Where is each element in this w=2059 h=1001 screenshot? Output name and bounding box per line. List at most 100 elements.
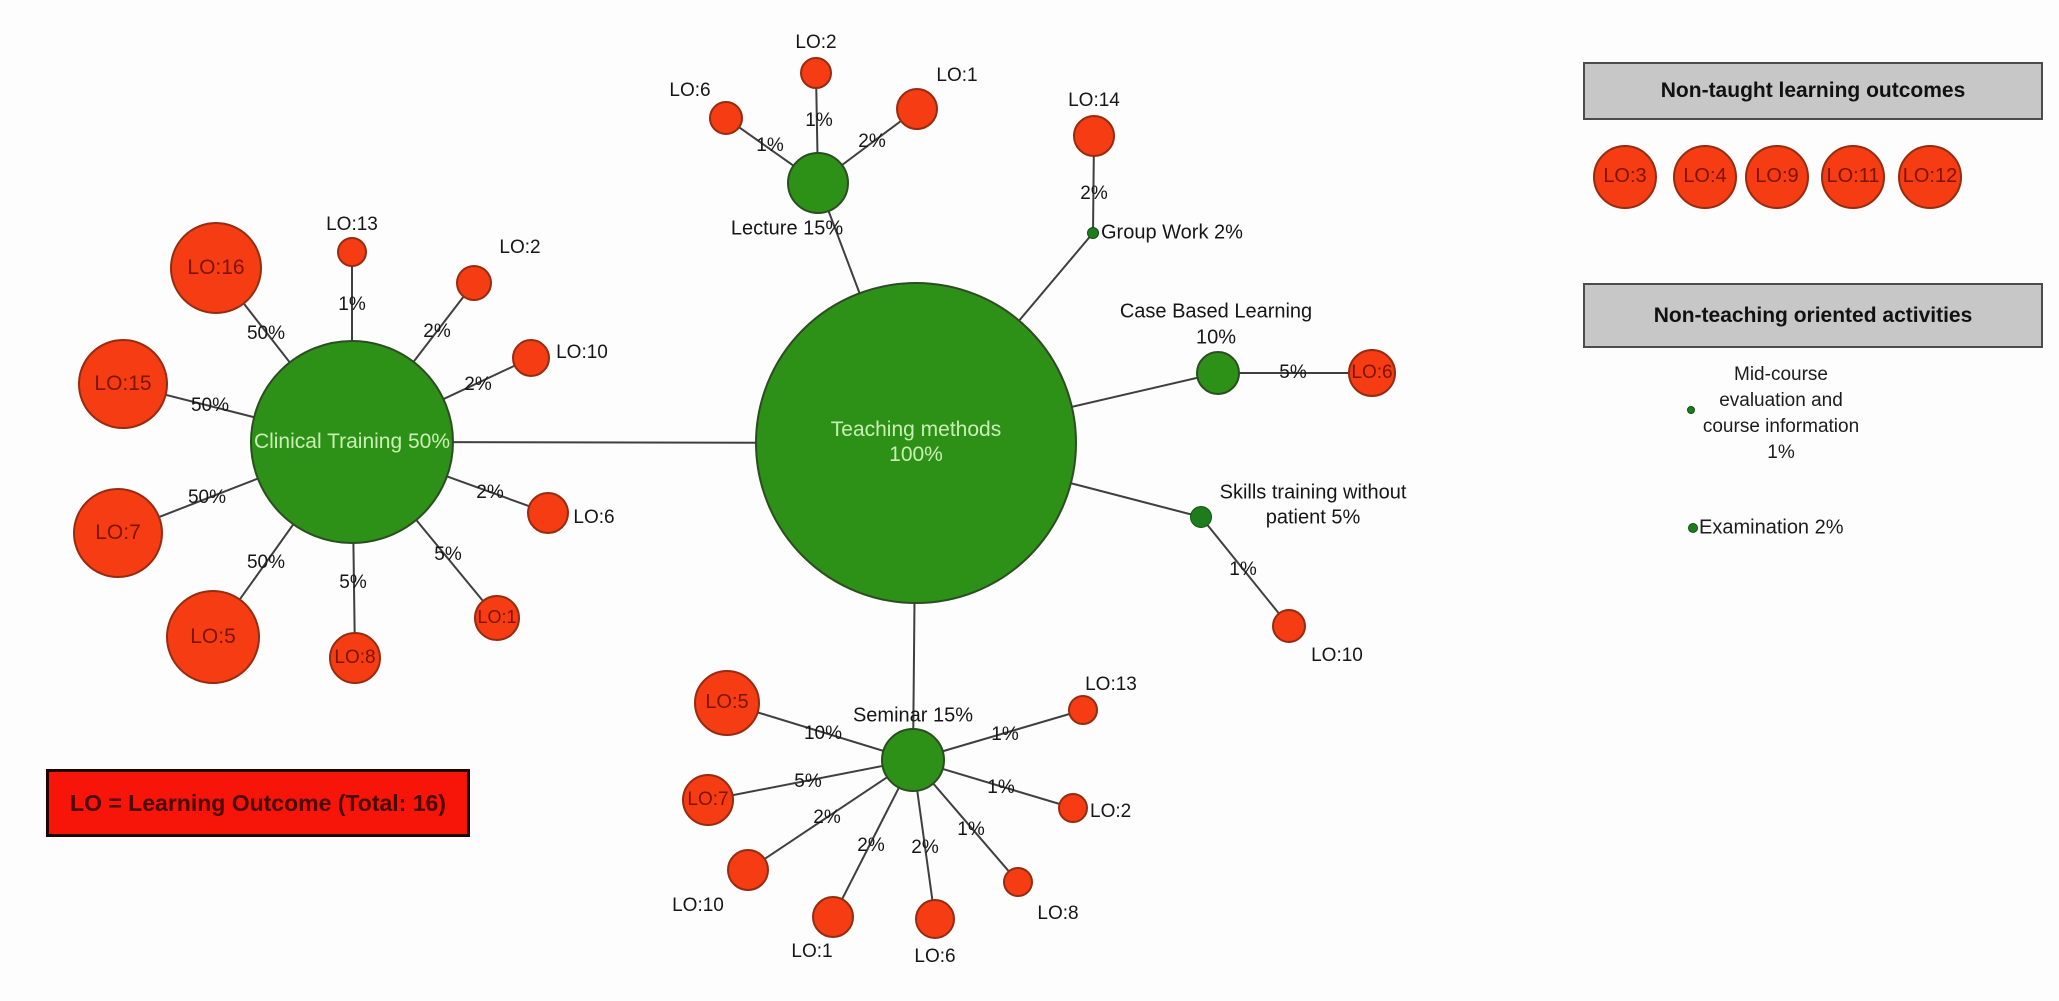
diagram-label: patient 5% [1265,506,1361,529]
edge-line [747,759,914,871]
diagram-label: 10% [1195,326,1237,349]
diagram-label: 10% [803,723,843,745]
diagram-label: Group Work 2% [1101,221,1243,244]
diagram-label: 2% [813,807,841,829]
diagram-label: LO:2 [1090,801,1132,823]
node-clinical-lo2 [456,265,492,301]
node-teaching: Teaching methods 100% [755,282,1077,604]
node-clinical-lo16-label: LO:16 [187,255,245,279]
node-clinical-lo5-label: LO:5 [190,624,236,648]
node-lecture-lo6 [709,101,743,135]
node-case-based-learning [1196,351,1240,395]
diagram-label: LO:10 [556,342,608,364]
node-cbl-lo6-label: LO:6 [1351,361,1393,383]
node-clinical-lo7: LO:7 [73,488,163,578]
node-clinical-lo5: LO:5 [166,590,260,684]
node-seminar-lo5-label: LO:5 [705,691,749,714]
diagram-label: 1% [957,819,985,841]
node-legend-lo-9-label: LO:9 [1755,165,1799,188]
diagram-label: 1% [991,724,1019,746]
node-legend-lo-12-label: LO:12 [1902,165,1958,188]
node-clinical-lo13 [337,237,367,267]
diagram-label: 2% [423,321,451,343]
examination-label: Examination 2% [1699,516,1844,539]
mid-course-line1: Mid-course [1734,364,1828,385]
node-seminar-lo2 [1058,793,1088,823]
diagram-label: 5% [339,572,367,594]
node-teaching-label: 100% [889,443,943,466]
diagram-label: 50% [246,323,286,345]
lo-definition-note: LO = Learning Outcome (Total: 16) [46,769,470,837]
node-groupwork-lo14 [1073,115,1115,157]
diagram-label: 2% [476,482,504,504]
diagram-label: LO:6 [914,946,956,968]
diagram-label: 5% [434,544,462,566]
legend-non-teaching-activities-header: Non-teaching oriented activities [1583,283,2043,348]
mid-course-line2: evaluation and [1719,390,1843,411]
node-seminar-lo7-label: LO:7 [687,788,729,810]
diagram-label: 2% [464,374,492,396]
diagram-label: 2% [1080,183,1108,205]
node-clinical-label: Clinical Training 50% [253,429,451,453]
diagram-label: LO:13 [1085,674,1137,696]
node-cbl-lo6: LO:6 [1348,349,1396,397]
mid-course-line4: 1% [1767,442,1795,463]
diagram-label: 1% [338,294,366,316]
mid-course-activity-label: Mid-course evaluation and course informa… [1703,362,1859,466]
node-clinical-lo6 [527,492,569,534]
node-clinical-lo15-label: LO:15 [94,371,152,395]
node-skills-training [1190,506,1212,528]
mid-course-dot-icon [1687,406,1695,414]
diagram-label: Skills training without [1219,481,1407,504]
diagram-label: 1% [1229,559,1257,581]
diagram-label: 1% [805,110,833,132]
diagram-label: 5% [1279,362,1307,384]
node-seminar-lo13 [1068,695,1098,725]
legend-non-taught-title: Non-taught learning outcomes [1660,79,1966,102]
diagram-label: 50% [246,552,286,574]
node-legend-lo-3-label: LO:3 [1603,165,1647,188]
diagram-label: LO:6 [669,80,711,102]
diagram-label: 2% [858,131,886,153]
node-legend-lo-4-label: LO:4 [1683,165,1727,188]
diagram-label: LO:13 [326,214,378,236]
legend-non-teaching-title: Non-teaching oriented activities [1653,303,1973,327]
edge-line [707,759,914,801]
diagram-label: 2% [857,835,885,857]
node-clinical-lo1-label: LO:1 [477,607,517,628]
diagram-label: 2% [911,837,939,859]
node-seminar-lo1 [812,896,854,938]
diagram-label: LO:14 [1068,90,1120,112]
diagram-label: 50% [190,395,230,417]
node-clinical-lo10 [512,339,550,377]
node-clinical-lo8-label: LO:8 [334,646,376,668]
diagram-label: LO:10 [672,895,724,917]
node-legend-lo-9: LO:9 [1745,145,1809,209]
node-lecture [787,152,849,214]
node-teaching-label: Teaching methods [830,418,1002,442]
diagram-label: LO:1 [791,941,833,963]
diagram-label: LO:2 [795,32,837,54]
node-seminar [881,728,945,792]
diagram-label: 5% [794,771,822,793]
node-lecture-lo2 [800,57,832,89]
diagram-label: Case Based Learning [1119,300,1313,323]
diagram-label: LO:6 [573,507,615,529]
lo-definition-text: LO = Learning Outcome (Total: 16) [70,789,446,816]
node-clinical: Clinical Training 50% [250,340,454,544]
node-clinical-lo16: LO:16 [170,222,262,314]
node-clinical-lo8: LO:8 [329,632,381,684]
node-legend-lo-3: LO:3 [1593,145,1657,209]
diagram-label: 1% [987,777,1015,799]
node-legend-lo-12: LO:12 [1898,145,1962,209]
legend-non-taught-outcomes-header: Non-taught learning outcomes [1583,62,2043,120]
diagram-label: LO:2 [499,237,541,259]
diagram-label: LO:1 [936,65,978,87]
node-legend-lo-4: LO:4 [1673,145,1737,209]
node-seminar-lo5: LO:5 [694,670,760,736]
node-legend-lo-11: LO:11 [1821,145,1885,209]
node-clinical-lo15: LO:15 [78,339,168,429]
node-clinical-lo7-label: LO:7 [95,520,141,544]
diagram-label: Lecture 15% [730,217,844,240]
